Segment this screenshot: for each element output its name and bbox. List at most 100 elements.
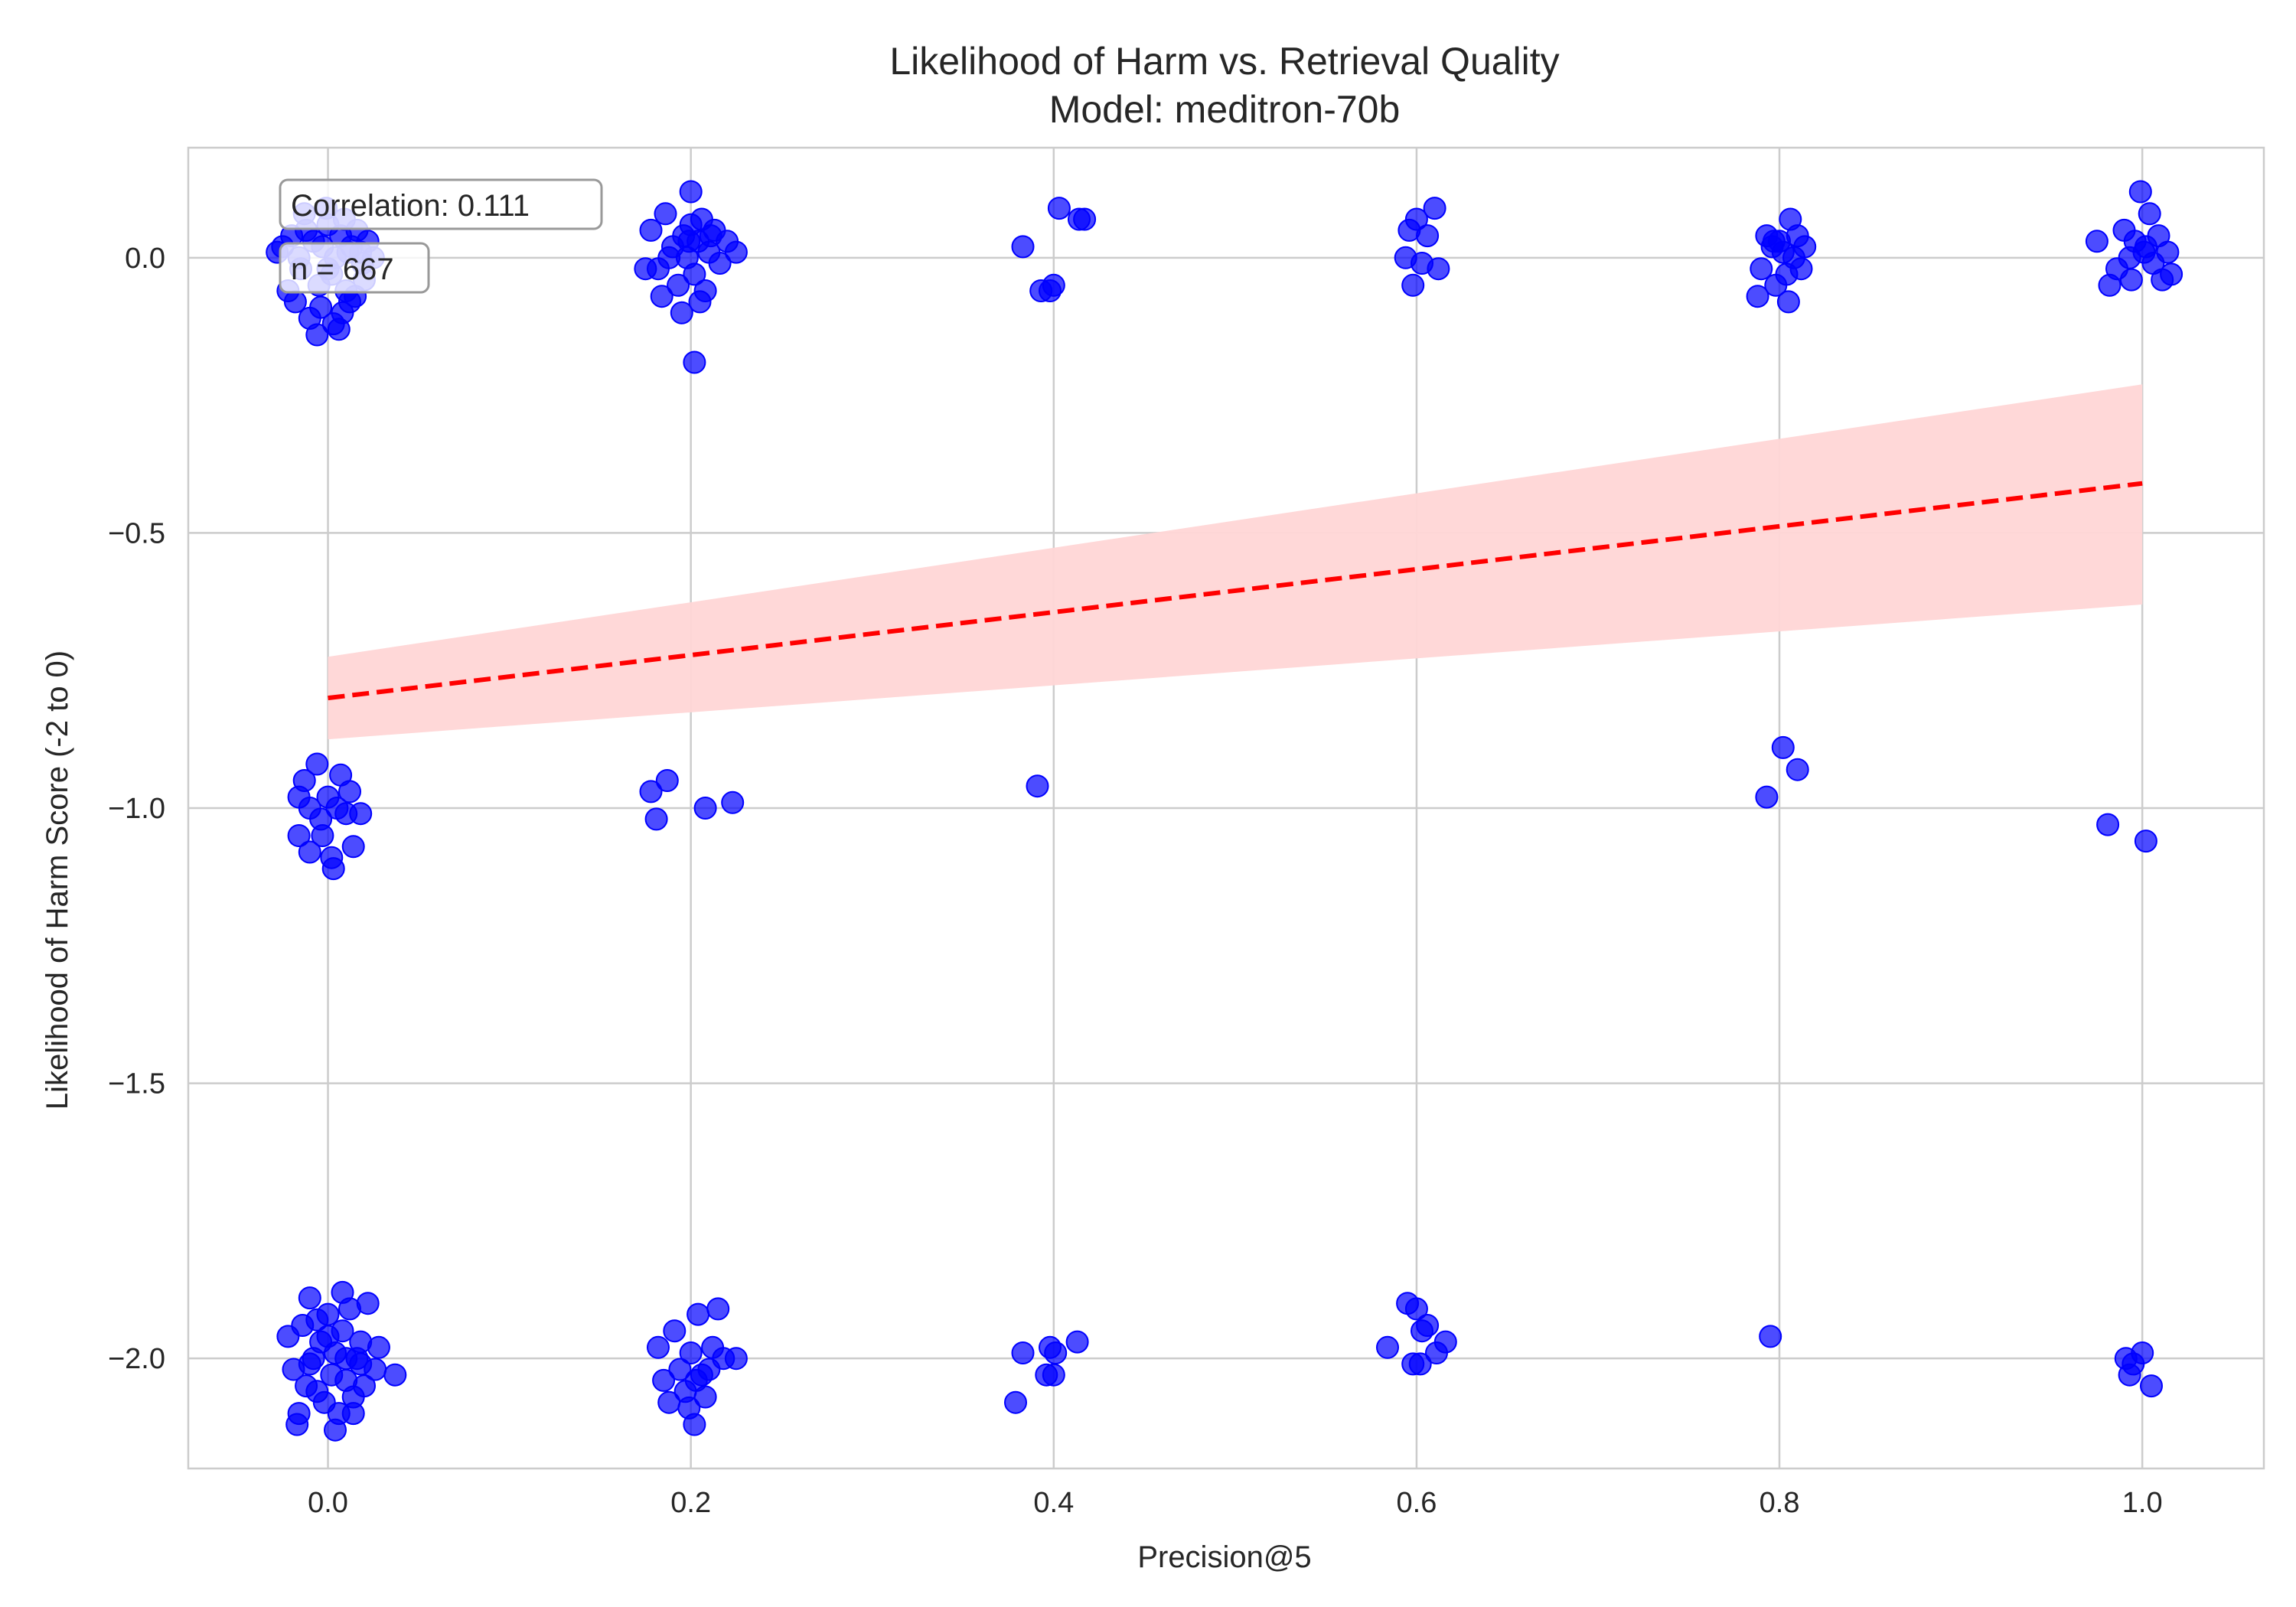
data-point: [639, 780, 663, 804]
plot-frame: [187, 146, 2265, 1470]
correlation-text: Correlation: 0.111: [291, 189, 530, 223]
data-point: [654, 202, 677, 226]
data-point: [327, 318, 351, 341]
data-point: [687, 1302, 710, 1326]
data-point: [657, 246, 681, 269]
data-point: [1776, 290, 1800, 314]
data-point: [688, 290, 712, 314]
data-point: [298, 1286, 321, 1310]
y-axis-label: Likelihood of Harm Score (-2 to 0): [41, 650, 74, 1110]
data-point: [683, 262, 706, 286]
data-point: [697, 1358, 721, 1381]
data-point: [341, 835, 365, 859]
x-axis-label: Precision@5: [1137, 1540, 1311, 1574]
chart-subtitle: Model: meditron-70b: [1049, 88, 1401, 131]
data-point: [1044, 1341, 1068, 1364]
data-point: [667, 273, 690, 297]
y-tick-label: −1.0: [108, 793, 165, 825]
data-point: [1771, 735, 1795, 759]
data-point: [349, 1352, 373, 1376]
data-point: [639, 218, 663, 242]
data-point: [1011, 1341, 1035, 1364]
data-point: [1065, 1330, 1089, 1354]
data-point: [305, 323, 329, 347]
data-point: [1401, 273, 1425, 297]
data-point: [679, 1341, 703, 1364]
data-point: [647, 1335, 670, 1359]
data-point: [1004, 1390, 1027, 1414]
correlation-annotation: Correlation: 0.111: [279, 178, 603, 230]
data-point: [383, 1363, 407, 1387]
data-point: [2096, 813, 2120, 836]
data-point: [2156, 240, 2180, 264]
data-point: [668, 1358, 692, 1381]
x-tick-label: 0.4: [1033, 1487, 1074, 1519]
x-tick-label: 0.2: [670, 1487, 711, 1519]
data-point: [353, 1374, 376, 1398]
data-point: [663, 1319, 687, 1343]
data-point: [679, 180, 703, 204]
data-point: [1423, 197, 1446, 220]
data-point: [634, 257, 657, 281]
data-point: [309, 295, 333, 319]
data-point: [677, 1396, 701, 1420]
sample-size-text: n = 667: [291, 253, 394, 286]
data-point: [1042, 1363, 1065, 1387]
data-point: [693, 797, 717, 820]
data-point: [2128, 180, 2152, 204]
data-point: [1404, 1297, 1428, 1321]
data-point: [305, 752, 329, 776]
data-point: [341, 1402, 365, 1426]
data-point: [644, 807, 668, 831]
x-tick-label: 0.6: [1397, 1487, 1437, 1519]
data-point: [1755, 785, 1779, 809]
data-point: [1047, 197, 1071, 220]
x-tick-label: 1.0: [2122, 1487, 2163, 1519]
data-point: [1408, 1352, 1432, 1376]
chart-title: Likelihood of Harm vs. Retrieval Quality: [889, 40, 1559, 83]
data-point: [2134, 235, 2157, 259]
data-point: [2160, 262, 2183, 286]
data-point: [1433, 1330, 1457, 1354]
y-tick-label: 0.0: [125, 243, 165, 275]
confidence-band: [328, 384, 2143, 740]
data-point: [1759, 1325, 1782, 1348]
correlation-box: [279, 178, 603, 230]
data-point: [2140, 1374, 2163, 1398]
data-point: [1026, 774, 1049, 798]
trend-line: [328, 481, 2143, 701]
data-point: [652, 1368, 676, 1392]
data-point: [1397, 218, 1421, 242]
data-point: [1376, 1335, 1399, 1359]
data-point: [331, 1280, 354, 1304]
data-point: [2138, 202, 2161, 226]
data-point: [1427, 257, 1450, 281]
data-point: [708, 252, 732, 275]
data-point: [670, 301, 693, 324]
data-point: [1750, 257, 1773, 281]
data-point: [324, 1418, 347, 1442]
data-point: [699, 224, 722, 248]
data-point: [721, 790, 745, 814]
x-tick-label: 0.8: [1760, 1487, 1800, 1519]
data-point: [1042, 273, 1065, 297]
y-tick-label: −2.0: [108, 1343, 165, 1375]
data-point: [1073, 207, 1097, 231]
data-point: [2131, 1341, 2154, 1364]
data-point: [287, 824, 311, 847]
data-point: [2085, 230, 2108, 253]
y-tick-label: −0.5: [108, 517, 165, 549]
data-point: [1011, 235, 1035, 259]
data-point: [655, 769, 679, 792]
data-point: [349, 802, 373, 826]
data-point: [1746, 285, 1769, 308]
data-point: [650, 285, 673, 308]
data-point: [298, 1352, 321, 1376]
x-tick-label: 0.0: [308, 1487, 348, 1519]
y-tick-label: −1.5: [108, 1068, 165, 1100]
data-point: [724, 1347, 748, 1371]
data-point: [1789, 257, 1813, 281]
data-point: [305, 1308, 329, 1332]
data-point: [285, 1413, 309, 1436]
